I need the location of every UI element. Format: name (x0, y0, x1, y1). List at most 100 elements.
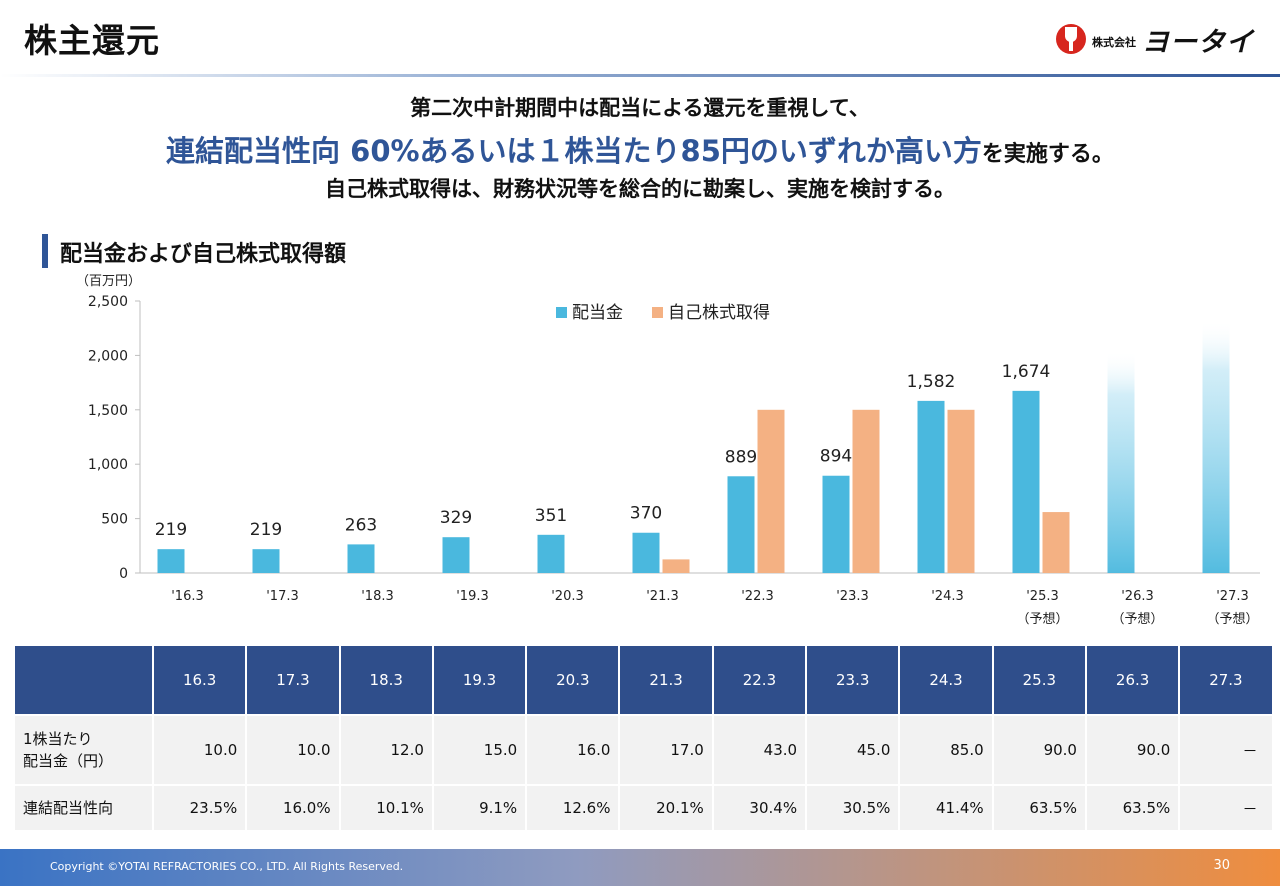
table-row-label: 連結配当性向 (13, 784, 154, 832)
table-header-cell: 23.3 (805, 644, 901, 716)
x-tick-label: '26.3 (1121, 589, 1154, 604)
table-cell: 17.0 (618, 714, 714, 786)
table-cell: 23.5% (151, 784, 248, 832)
table-header-cell: 19.3 (431, 644, 528, 716)
x-tick-sublabel: （予想） (1206, 611, 1258, 627)
x-tick-label: '25.3 (1026, 589, 1059, 604)
table-cell: 90.0 (1084, 714, 1181, 786)
table-header-cell: 26.3 (1084, 644, 1181, 716)
y-tick-label: 1,500 (88, 403, 128, 419)
header: 株主還元 株式会社 ヨータイ (0, 0, 1280, 77)
message-line-1: 第二次中計期間中は配当による還元を重視して、 (410, 96, 870, 120)
table-header-cell: 24.3 (898, 644, 994, 716)
x-tick-sublabel: （予想） (1016, 611, 1068, 627)
buyback-bar (947, 409, 975, 573)
table-cell: 30.4% (711, 784, 808, 832)
dividend-data-label: 351 (535, 506, 567, 526)
table-cell: 41.4% (898, 784, 994, 832)
message-line-2-tail: を実施する。 (981, 142, 1114, 167)
buyback-bar (1042, 512, 1070, 573)
table-header-corner (13, 644, 154, 716)
table-row-label: 1株当たり 配当金（円） (13, 714, 154, 786)
table-cell: 90.0 (991, 714, 1087, 786)
x-tick-label: '19.3 (456, 589, 489, 604)
dividend-bar (917, 400, 945, 573)
table-cell: 63.5% (1084, 784, 1181, 832)
table-cell: 43.0 (711, 714, 808, 786)
table-header-cell: 21.3 (618, 644, 714, 716)
dividend-buyback-chart: （百万円） 0 500 1,000 1,500 2,000 2,500 219 '16.3 219… (76, 274, 1260, 627)
table-header-cell: 25.3 (991, 644, 1087, 716)
dividend-bar (157, 549, 185, 573)
table-cell: － (1178, 784, 1274, 832)
dividend-data-label: 219 (250, 520, 282, 540)
dividend-bar (347, 544, 375, 573)
section-title: 配当金および自己株式取得額 (60, 242, 347, 267)
table-cell: 12.0 (338, 714, 434, 786)
x-tick-label: '24.3 (931, 589, 964, 604)
company-logo: 株式会社 ヨータイ (1056, 22, 1254, 58)
table-cell: 30.5% (805, 784, 901, 832)
y-tick-label: 2,500 (88, 294, 128, 310)
x-tick-label: '22.3 (741, 589, 774, 604)
dividend-data-label: 889 (725, 447, 757, 467)
dividend-bar (632, 532, 660, 573)
buyback-bar (852, 409, 880, 573)
table-header-cell: 27.3 (1178, 644, 1274, 716)
table-cell: 15.0 (431, 714, 528, 786)
dividend-bar (727, 476, 755, 573)
x-tick-label: '18.3 (361, 589, 394, 604)
y-axis-unit-label: （百万円） (76, 274, 141, 289)
dividend-data-label: 219 (155, 520, 187, 540)
table-cell: 10.0 (245, 714, 341, 786)
copyright-text: Copyright ©YOTAI REFRACTORIES CO., LTD. … (50, 860, 404, 873)
buyback-bar (662, 559, 690, 573)
dividend-bar (1012, 390, 1040, 573)
logo-company-name: ヨータイ (1142, 26, 1254, 58)
x-tick-label: '23.3 (836, 589, 869, 604)
table-cell: 85.0 (898, 714, 994, 786)
dividend-bar-forecast (1202, 319, 1230, 573)
footer: Copyright ©YOTAI REFRACTORIES CO., LTD. … (0, 849, 1280, 886)
table-cell: 20.1% (618, 784, 714, 832)
logo-company-prefix: 株式会社 (1092, 36, 1136, 49)
message-line-3: 自己株式取得は、財務状況等を総合的に勘案し、実施を検討する。 (325, 177, 955, 201)
y-tick-label: 1,000 (88, 457, 128, 473)
dividend-data-label: 1,582 (907, 372, 956, 392)
table-header-cell: 22.3 (711, 644, 808, 716)
table-cell: 9.1% (431, 784, 528, 832)
table-cell: 10.0 (151, 714, 248, 786)
table-row: 連結配当性向 23.5% 16.0% 10.1% 9.1% 12.6% 20.1% 30.4%… (13, 784, 1274, 832)
message-highlight: 連結配当性向 60%あるいは１株当たり85円のいずれか高い方 (166, 134, 982, 168)
x-tick-label: '27.3 (1216, 589, 1249, 604)
header-divider (0, 74, 1280, 77)
table-header-cell: 20.3 (525, 644, 621, 716)
legend-label-dividend: 配当金 (572, 303, 623, 323)
table-header-row: 16.3 17.3 18.3 19.3 20.3 21.3 22.3 23.3 24.3 25.3… (13, 644, 1274, 716)
dividend-data-label: 894 (820, 447, 852, 467)
dividend-data-label: 370 (630, 504, 662, 524)
x-tick-sublabel: （予想） (1111, 611, 1163, 627)
table-cell: 16.0% (245, 784, 341, 832)
legend-swatch-dividend (556, 307, 567, 318)
section-marker (42, 234, 48, 268)
x-tick-label: '20.3 (551, 589, 584, 604)
y-tick-label: 500 (101, 512, 128, 528)
dividend-data-label: 1,674 (1002, 362, 1051, 382)
table-cell: 63.5% (991, 784, 1087, 832)
y-tick-label: 2,000 (88, 348, 128, 364)
table-cell: 45.0 (805, 714, 901, 786)
dividend-bar (442, 537, 470, 573)
table-header-cell: 17.3 (245, 644, 341, 716)
y-tick-label: 0 (119, 566, 128, 582)
table-header-cell: 18.3 (338, 644, 434, 716)
x-tick-label: '17.3 (266, 589, 299, 604)
legend-swatch-buyback (652, 307, 663, 318)
dividend-bar-forecast (1107, 349, 1135, 573)
dividend-bar (537, 534, 565, 573)
table-cell: 12.6% (525, 784, 621, 832)
dividend-bar (252, 549, 280, 573)
dividend-bar (822, 475, 850, 573)
legend-label-buyback: 自己株式取得 (668, 303, 770, 323)
buyback-bar (757, 409, 785, 573)
